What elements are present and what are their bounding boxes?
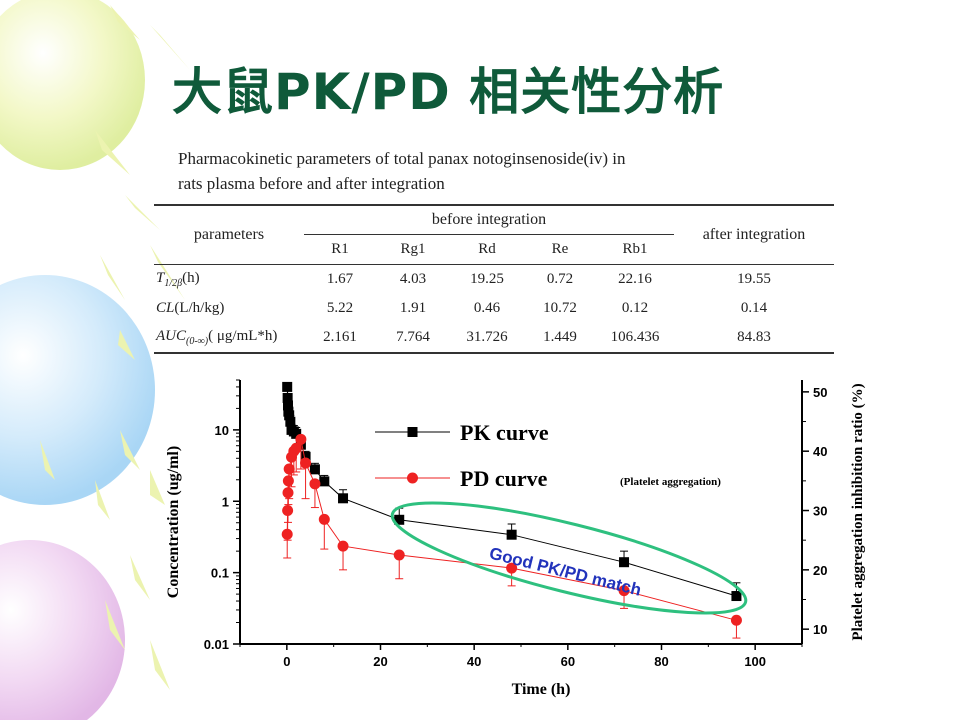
caption-line-1: Pharmacokinetic parameters of total pana… (178, 149, 626, 168)
pk-data-point (394, 514, 405, 525)
pd-data-point (393, 549, 405, 561)
y-right-tick-label: 40 (813, 444, 827, 459)
x-tick-label: 100 (744, 654, 766, 669)
cell-value: 19.25 (470, 271, 504, 287)
legend-label-pd: PD curve (460, 466, 548, 491)
annotation-ellipse (390, 501, 748, 615)
cell-after: 84.83 (674, 323, 834, 354)
row-label: T1/2β(h) (156, 270, 200, 289)
subheader-rb1: Rb1 (596, 234, 674, 265)
pd-data-point (300, 457, 312, 469)
cell-value: 0.12 (621, 300, 649, 316)
x-tick-label: 60 (561, 654, 575, 669)
pd-data-point (283, 463, 295, 475)
cell-after: 19.55 (737, 271, 771, 287)
pd-data-point (730, 614, 742, 626)
legend-note-pd: (Platelet aggregation) (620, 476, 721, 488)
pk-data-point (506, 529, 517, 540)
cell-value: 0.46 (473, 300, 501, 316)
cell-value: 10.72 (543, 300, 577, 316)
header-parameters: parameters (154, 204, 304, 265)
pk-data-point (619, 557, 630, 568)
pd-data-point (506, 562, 518, 574)
y-right-tick-label: 10 (813, 622, 827, 637)
subheader-rg1: Rg1 (376, 234, 450, 265)
pk-data-point (285, 416, 296, 427)
pk-data-point (319, 476, 330, 487)
y-left-tick-label: 0.01 (204, 637, 229, 652)
cell-value: 106.436 (596, 323, 674, 354)
subheader-re: Re (524, 234, 596, 265)
pkpd-chart: 0 20 40 60 80 100 0.01 0.1 1 10 10 20 30 40 50 Time (h)… (165, 379, 866, 698)
pd-data-point (295, 433, 307, 445)
cell-value: 7.764 (376, 323, 450, 354)
pk-data-point (309, 464, 320, 475)
x-tick-label: 40 (467, 654, 481, 669)
pk-data-point (300, 451, 311, 462)
y-left-tick-label: 1 (222, 494, 229, 509)
table-row: AUC(0-∞)( μg/mL*h) 2.161 7.764 31.726 1.… (154, 323, 834, 354)
pk-data-point (282, 392, 293, 403)
table-caption: Pharmacokinetic parameters of total pana… (178, 146, 778, 196)
table-row: CL(L/h/kg) 5.22 1.91 0.46 10.72 0.12 0.1… (154, 294, 834, 323)
slide-title: 大鼠PK/PD 相关性分析 (172, 63, 725, 121)
x-tick-label: 0 (283, 654, 290, 669)
cell-value: 5.22 (326, 300, 354, 316)
row-label: AUC(0-∞)( μg/mL*h) (154, 323, 304, 354)
pk-data-point (282, 381, 293, 392)
cell-value: 1.91 (399, 300, 427, 316)
pd-data-point (309, 478, 321, 490)
legend-marker-pk (407, 427, 418, 437)
y-left-tick-label: 10 (215, 423, 229, 438)
y-right-axis-label: Platelet aggregation inhibition ratio (%… (850, 383, 866, 640)
caption-line-2: rats plasma before and after integration (178, 174, 445, 193)
header-before-integration: before integration (304, 204, 674, 235)
pd-data-point (337, 540, 349, 552)
x-tick-label: 20 (373, 654, 387, 669)
cell-value: 1.449 (524, 323, 596, 354)
pk-data-point (291, 428, 302, 439)
pk-data-point (338, 493, 349, 504)
row-label: CL(L/h/kg) (156, 300, 225, 316)
cell-value: 1.67 (326, 271, 354, 287)
cell-value: 2.161 (304, 323, 376, 354)
cell-value: 4.03 (399, 271, 427, 287)
y-left-axis-label: Concentration (ug/ml) (165, 446, 182, 598)
subheader-rd: Rd (450, 234, 524, 265)
pd-data-point (282, 475, 294, 487)
cell-value: 0.72 (546, 271, 574, 287)
x-axis-label: Time (h) (512, 681, 571, 698)
subheader-r1: R1 (304, 234, 376, 265)
cell-after: 0.14 (740, 300, 768, 316)
y-left-tick-label: 0.1 (211, 566, 229, 581)
header-after-integration: after integration (674, 204, 834, 265)
y-right-tick-label: 50 (813, 385, 827, 400)
table-row: T1/2β(h) 1.67 4.03 19.25 0.72 22.16 19.5… (154, 265, 834, 295)
legend-marker-pd (407, 472, 418, 484)
pd-data-point (318, 513, 330, 525)
pd-data-point (618, 585, 630, 597)
pk-data-point (731, 591, 742, 602)
pd-data-point (290, 442, 302, 454)
pk-parameters-table: parameters before integration after inte… (154, 204, 834, 354)
cell-value: 22.16 (618, 271, 652, 287)
legend-label-pk: PK curve (460, 420, 549, 445)
cell-value: 31.726 (450, 323, 524, 354)
x-tick-label: 80 (654, 654, 668, 669)
y-right-tick-label: 30 (813, 504, 827, 519)
y-right-tick-label: 20 (813, 563, 827, 578)
